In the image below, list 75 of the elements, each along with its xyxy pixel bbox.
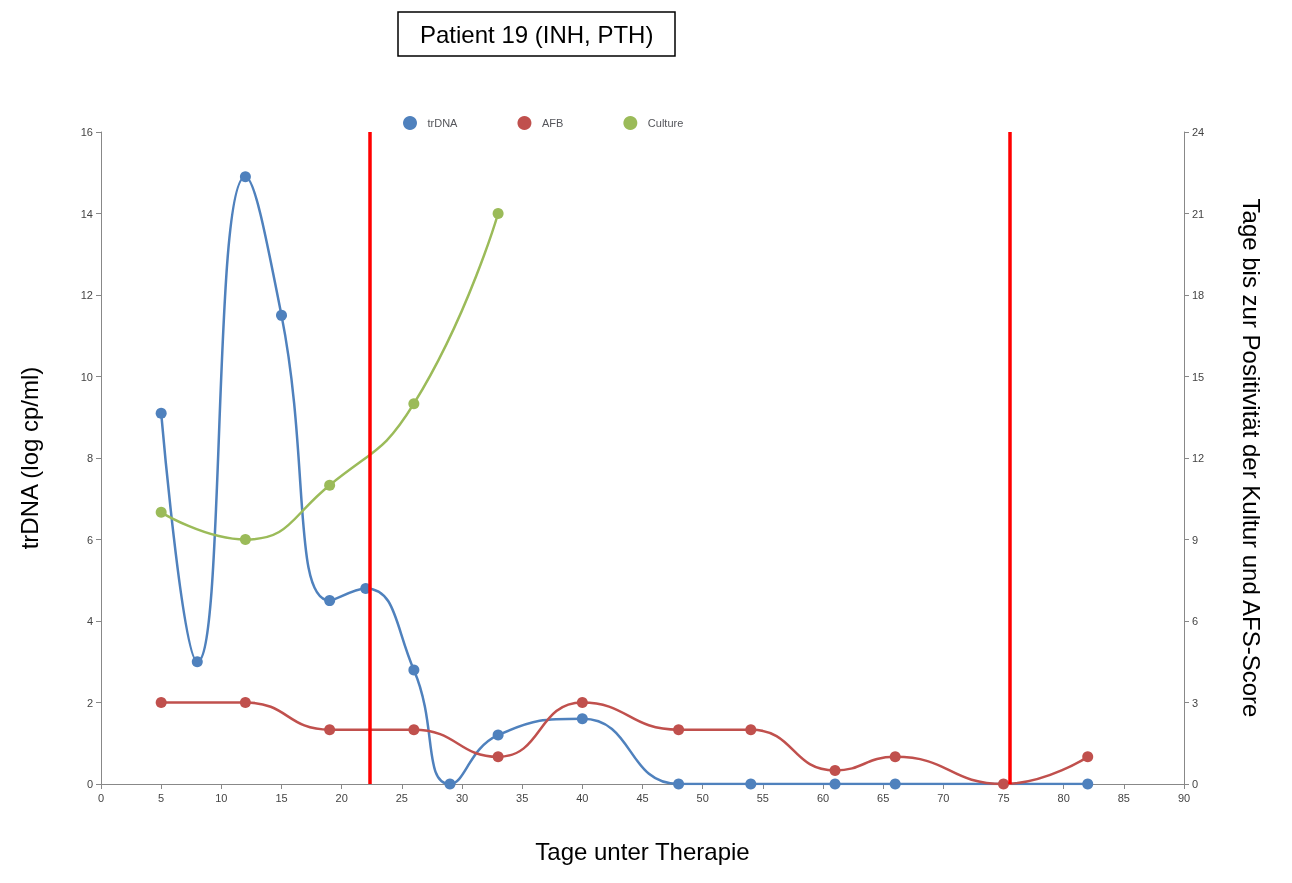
x-tick-label: 90 bbox=[1177, 791, 1191, 804]
y-axis-title: trDNA (log cp/ml) bbox=[15, 366, 43, 550]
point bbox=[155, 506, 167, 518]
point bbox=[829, 764, 841, 776]
point bbox=[745, 724, 757, 736]
point bbox=[408, 664, 420, 676]
y2-tick-label: 15 bbox=[1192, 370, 1205, 383]
y2-tick-label: 3 bbox=[1192, 696, 1199, 709]
x-tick-label: 75 bbox=[997, 791, 1010, 804]
point bbox=[745, 778, 757, 790]
x-tick-label: 55 bbox=[756, 791, 769, 804]
x-tick-label: 5 bbox=[158, 791, 165, 804]
x-tick-label: 70 bbox=[937, 791, 950, 804]
point bbox=[1082, 778, 1094, 790]
point bbox=[444, 778, 456, 790]
y2-axis-title: Tage bis zur Positivität der Kultur und AFS-Score bbox=[1237, 198, 1265, 718]
x-tick-label: 60 bbox=[816, 791, 830, 804]
y-tick-label: 2 bbox=[86, 696, 93, 709]
point bbox=[155, 407, 167, 419]
y2-tick-label: 21 bbox=[1192, 207, 1205, 220]
point bbox=[576, 697, 588, 708]
legend-label: Culture bbox=[647, 117, 684, 129]
x-tick-label: 25 bbox=[395, 791, 408, 804]
point bbox=[408, 724, 420, 736]
y2-tick-label: 0 bbox=[1192, 778, 1199, 790]
chart-title: Patient 19 (INH, PTH) bbox=[420, 20, 654, 48]
y2-tick-label: 9 bbox=[1192, 533, 1199, 546]
y-tick-label: 16 bbox=[80, 126, 93, 138]
x-tick-label: 45 bbox=[636, 791, 649, 804]
point bbox=[492, 729, 504, 741]
point bbox=[673, 778, 685, 790]
point bbox=[492, 751, 504, 763]
y-tick-label: 6 bbox=[86, 533, 93, 546]
y-tick-label: 10 bbox=[80, 370, 93, 383]
point bbox=[889, 778, 901, 790]
y-tick-label: 12 bbox=[80, 289, 93, 301]
point bbox=[576, 713, 588, 725]
legend-label: trDNA bbox=[427, 117, 459, 129]
y2-tick-label: 24 bbox=[1192, 126, 1205, 138]
point bbox=[998, 778, 1009, 790]
x-tick-label: 50 bbox=[696, 791, 709, 804]
x-tick-label: 80 bbox=[1057, 791, 1070, 804]
y-tick-label: 8 bbox=[86, 452, 93, 464]
point bbox=[239, 171, 251, 183]
point bbox=[276, 309, 287, 321]
point bbox=[889, 751, 901, 763]
point bbox=[829, 778, 841, 790]
point bbox=[191, 656, 203, 668]
point bbox=[239, 534, 251, 545]
point bbox=[324, 595, 336, 607]
x-tick-label: 65 bbox=[877, 791, 890, 804]
x-tick-label: 85 bbox=[1117, 791, 1130, 804]
y2-tick-label: 6 bbox=[1192, 615, 1199, 627]
point bbox=[408, 398, 420, 410]
point bbox=[673, 724, 685, 736]
x-tick-label: 20 bbox=[335, 791, 348, 804]
point bbox=[324, 724, 336, 736]
point bbox=[492, 208, 504, 219]
y-tick-label: 4 bbox=[86, 615, 93, 627]
y2-tick-label: 12 bbox=[1192, 452, 1205, 464]
legend-label: AFB bbox=[541, 117, 564, 129]
point bbox=[239, 697, 251, 708]
x-tick-label: 35 bbox=[516, 791, 529, 804]
point bbox=[155, 697, 167, 708]
x-tick-label: 40 bbox=[576, 791, 589, 804]
y-tick-label: 0 bbox=[86, 778, 93, 790]
point bbox=[1082, 751, 1094, 763]
x-tick-label: 15 bbox=[275, 791, 288, 804]
x-tick-label: 10 bbox=[215, 791, 228, 804]
x-tick-label: 0 bbox=[97, 791, 105, 804]
x-axis-title: Tage unter Therapie bbox=[535, 837, 750, 865]
point bbox=[324, 479, 336, 491]
y-tick-label: 14 bbox=[80, 207, 93, 220]
x-tick-label: 30 bbox=[455, 791, 469, 804]
y2-tick-label: 18 bbox=[1192, 289, 1205, 301]
